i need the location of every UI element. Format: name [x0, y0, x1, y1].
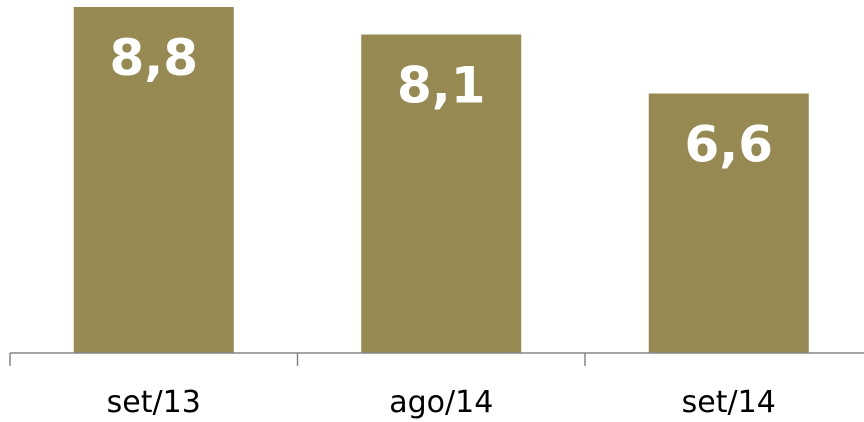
x-axis-ticks-group [9, 353, 586, 366]
bar-set-14 [648, 93, 809, 353]
data-label-set-14: 6,6 [684, 116, 773, 174]
bar-set-13 [73, 7, 234, 353]
x-tick-label-set-14: set/14 [682, 385, 776, 420]
x-axis-tick-labels-group: set/13 ago/14 set/14 [107, 385, 776, 420]
data-label-set-13: 8,8 [109, 29, 198, 87]
data-labels-group: 8,8 8,1 6,6 [109, 29, 773, 174]
x-tick-label-set-13: set/13 [107, 385, 201, 420]
bars-group [73, 7, 809, 353]
x-tick-label-ago-14: ago/14 [389, 385, 493, 420]
data-label-ago-14: 8,1 [397, 57, 486, 115]
bar-ago-14 [361, 34, 522, 353]
